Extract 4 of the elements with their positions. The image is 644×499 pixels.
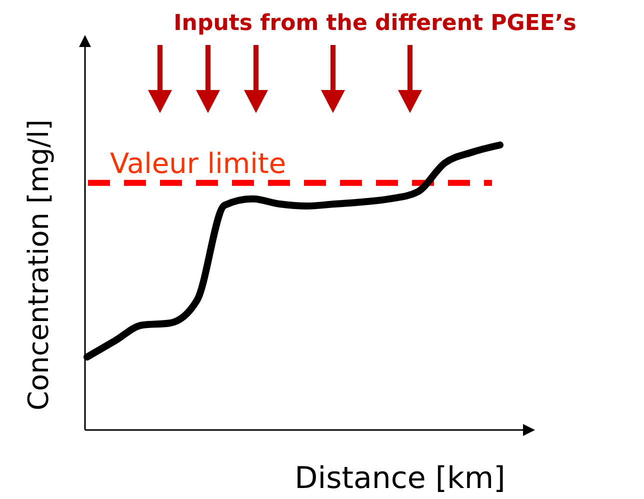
chart-title: Inputs from the different PGEE’s xyxy=(174,11,576,36)
x-axis-title: Distance [km] xyxy=(294,461,506,496)
y-axis-title: Concentration [mg/l] xyxy=(22,119,55,411)
ref-line-label: Valeur limite xyxy=(110,146,286,180)
